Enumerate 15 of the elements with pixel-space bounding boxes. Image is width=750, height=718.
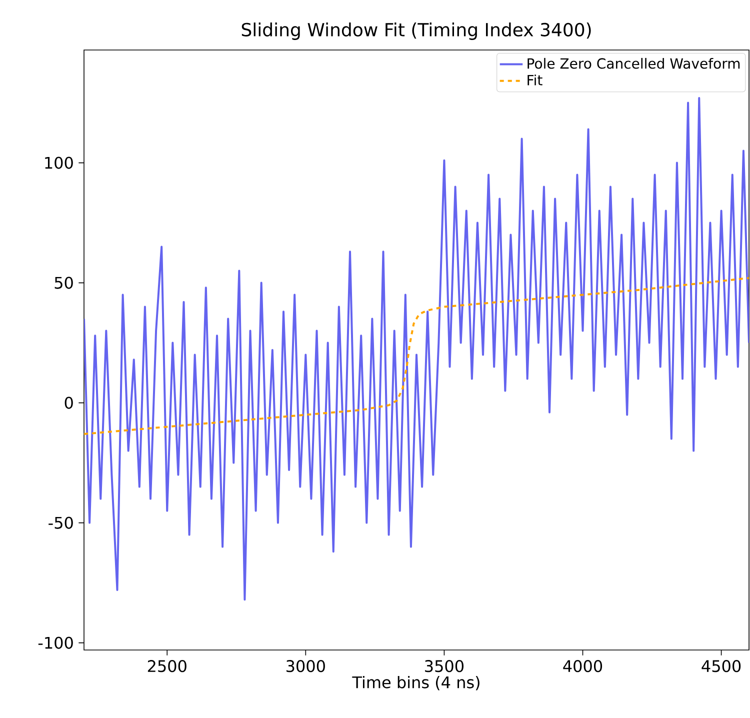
x-tick-label: 3000: [286, 660, 325, 672]
y-tick-label: 0: [64, 396, 73, 409]
y-tick-label: -100: [38, 636, 73, 649]
line-series: [84, 96, 750, 601]
y-tick-label: 50: [54, 276, 73, 289]
legend-label: Fit: [528, 74, 542, 86]
x-tick-label: 4500: [702, 660, 741, 672]
y-tick-label: -50: [48, 516, 73, 529]
legend-label: Pole Zero Cancelled Waveform: [528, 58, 740, 69]
x-tick-label: 4000: [563, 660, 602, 672]
x-tick-label: 3500: [425, 660, 464, 672]
y-tick-label: 100: [45, 156, 73, 169]
x-axis-title: Time bins (4 ns): [352, 676, 480, 690]
chart-title: Sliding Window Fit (Timing Index 3400): [242, 22, 591, 40]
x-tick-label: 2500: [148, 660, 186, 672]
